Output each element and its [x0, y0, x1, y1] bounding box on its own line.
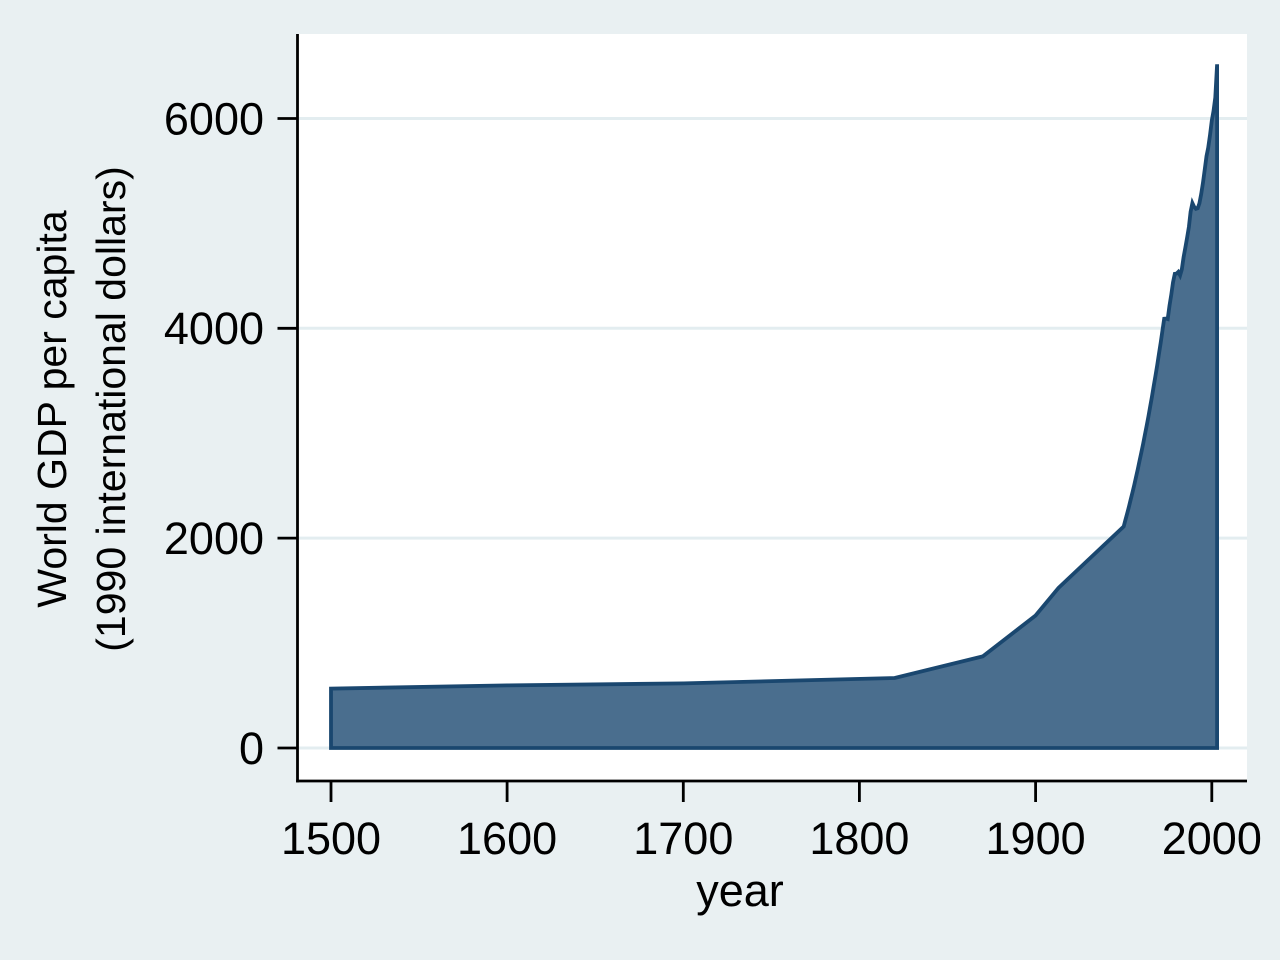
- y-tick-label: 4000: [164, 303, 264, 354]
- x-tick-label: 1800: [809, 813, 909, 864]
- y-tick-label: 2000: [164, 513, 264, 564]
- x-tick-label: 1700: [633, 813, 733, 864]
- x-tick-label: 1500: [281, 813, 381, 864]
- y-tick-label: 6000: [164, 93, 264, 144]
- x-tick-label: 2000: [1162, 813, 1262, 864]
- x-tick-label: 1900: [986, 813, 1086, 864]
- y-tick-label: 0: [239, 723, 264, 774]
- x-tick-label: 1600: [457, 813, 557, 864]
- area-series-world-gdp-per-capita: [329, 64, 1219, 750]
- y-axis-title-line2: (1990 international dollars): [88, 166, 134, 651]
- y-axis-title-line1: World GDP per capita: [29, 210, 75, 607]
- x-axis-title: year: [696, 865, 784, 916]
